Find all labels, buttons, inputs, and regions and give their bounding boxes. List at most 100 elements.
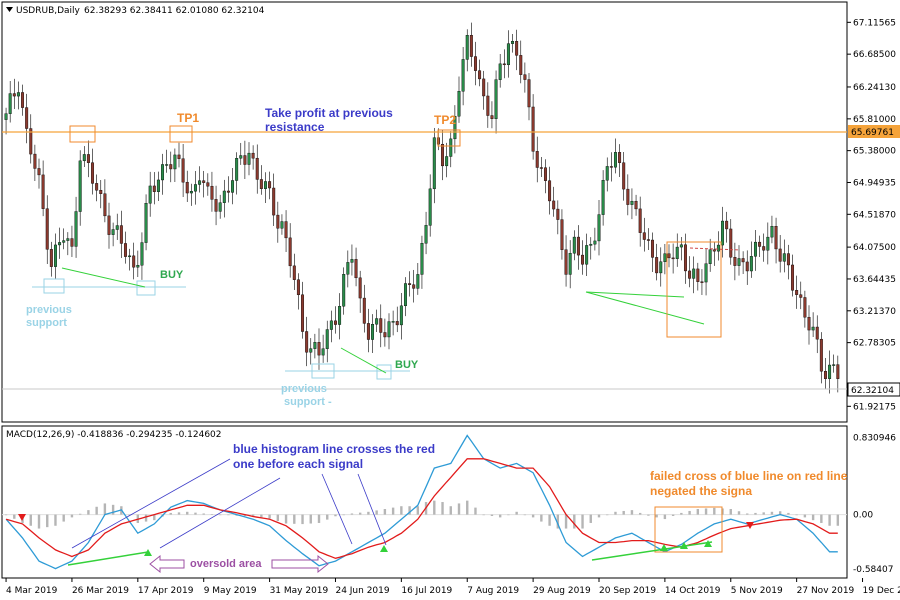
candle-body	[8, 93, 12, 114]
tp2-box	[437, 129, 461, 147]
candle-body	[453, 116, 457, 140]
candle-body	[66, 238, 70, 241]
macd-histogram-bar	[630, 510, 634, 515]
macd-histogram-bar	[177, 512, 181, 515]
macd-histogram-bar	[597, 514, 601, 518]
candle-body	[597, 214, 601, 242]
macd-histogram-bar	[836, 514, 840, 526]
candle-body	[712, 249, 716, 252]
candle-body	[478, 70, 482, 80]
candle-body	[543, 167, 547, 181]
macd-histogram-bar	[474, 507, 477, 515]
candle-body	[803, 297, 807, 318]
macd-histogram-bar	[70, 514, 74, 518]
candle-body	[383, 332, 387, 338]
symbol-dropdown-icon[interactable]	[6, 7, 13, 12]
candle-body	[115, 225, 119, 230]
candle-body	[202, 180, 206, 183]
macd-histogram-bar	[811, 514, 815, 521]
macd-histogram-bar	[4, 514, 8, 516]
candle-body	[103, 193, 107, 217]
resistance-price-label: 65.69761	[851, 128, 894, 138]
current-price-tag	[847, 382, 900, 397]
candle-body	[552, 200, 556, 210]
candle-body	[823, 371, 827, 379]
candle-body	[362, 297, 366, 324]
macd-histogram-bar	[202, 513, 205, 515]
previous-support-label-1a: previous	[26, 304, 72, 316]
macd-histogram-bar	[721, 508, 724, 515]
candle-body	[218, 202, 222, 212]
candle-body	[704, 263, 708, 283]
candle-body	[78, 160, 82, 212]
candle-body	[836, 364, 840, 379]
price-axis-label: 61.92175	[853, 402, 896, 412]
macd-histogram-bar	[408, 506, 411, 515]
buy-label-2: BUY	[395, 359, 419, 371]
candle-body	[683, 244, 687, 272]
candle-body	[305, 331, 309, 353]
candle-body	[675, 246, 679, 259]
macd-histogram-bar	[334, 514, 337, 517]
candle-body	[469, 35, 473, 57]
candle-body	[548, 180, 552, 202]
candle-body	[420, 243, 424, 275]
candle-body	[91, 162, 95, 184]
macd-histogram-bar	[828, 514, 831, 526]
macd-histogram-bar	[803, 514, 807, 518]
candle-body	[601, 180, 605, 215]
macd-trend-line-1	[67, 551, 149, 566]
pointer-line-3	[321, 473, 353, 545]
macd-histogram-bar	[523, 514, 527, 516]
candle-body	[753, 241, 757, 257]
candle-body	[173, 154, 177, 170]
take-profit-note-line1: Take profit at previous	[265, 106, 393, 120]
candle-body	[564, 249, 568, 275]
candle-body	[62, 240, 66, 243]
candle-body	[519, 55, 523, 75]
macd-histogram-bar	[754, 512, 757, 515]
support-box-2a	[311, 363, 335, 379]
candle-body	[342, 274, 346, 307]
candle-body	[21, 92, 25, 108]
pointer-line-2	[159, 477, 281, 549]
macd-histogram-bar	[515, 511, 518, 515]
date-axis-label: 31 May 2019	[270, 586, 329, 596]
candle-body	[795, 290, 799, 295]
take-profit-note-line2: resistance	[265, 120, 325, 134]
candle-body	[634, 200, 638, 210]
candle-body	[424, 225, 428, 244]
candle-body	[123, 243, 127, 257]
oversold-arrow-right-icon	[271, 554, 329, 574]
candle-body	[589, 243, 593, 246]
candle-body	[609, 166, 613, 168]
candle-body	[815, 326, 819, 340]
candle-body	[733, 257, 737, 266]
macd-histogram-bar	[638, 512, 642, 515]
macd-histogram-bar	[29, 514, 32, 526]
date-axis-label: 20 Sep 2019	[599, 586, 656, 596]
macd-histogram-bar	[87, 510, 90, 515]
candle-body	[778, 248, 782, 262]
candle-body	[527, 79, 531, 108]
macd-histogram-bar	[622, 510, 625, 515]
candle-body	[581, 254, 585, 265]
date-axis-label: 27 Nov 2019	[797, 586, 855, 596]
candle-body	[247, 152, 251, 165]
candle-body	[403, 283, 407, 307]
macd-histogram-bar	[276, 514, 280, 522]
resistance-box-1	[69, 125, 96, 143]
candle-body	[288, 237, 292, 267]
price-panel-frame	[1, 1, 848, 423]
candle-body	[498, 63, 502, 80]
candle-body	[231, 180, 235, 193]
candle-body	[494, 79, 498, 119]
macd-histogram-bar	[186, 511, 189, 515]
candle-body	[395, 321, 399, 326]
macd-histogram-bar	[770, 511, 774, 515]
macd-histogram-bar	[531, 514, 535, 518]
candle-body	[313, 342, 317, 349]
crossover-note-line2: one before each signal	[233, 457, 363, 471]
candle-body	[317, 342, 321, 356]
